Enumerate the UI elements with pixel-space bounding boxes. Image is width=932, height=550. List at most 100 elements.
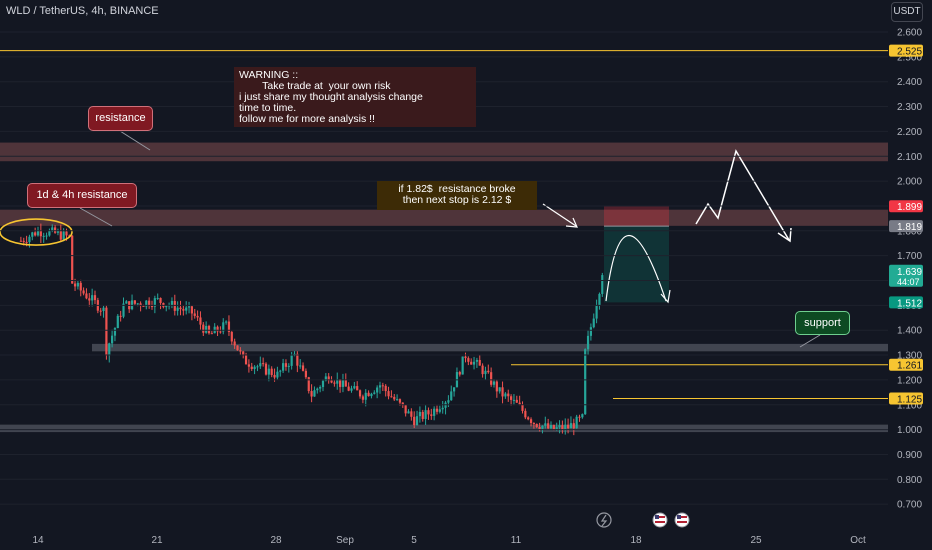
forecast-zigzag	[695, 149, 790, 241]
price-label-1-819	[889, 220, 923, 233]
time-tick-label: Oct	[850, 535, 866, 546]
candle	[413, 416, 416, 426]
candle	[472, 361, 476, 365]
candle	[393, 396, 396, 400]
candle	[601, 275, 604, 294]
price-tick-label: 2.000	[897, 177, 922, 188]
candle	[88, 298, 91, 301]
time-tick-label: 21	[151, 535, 163, 546]
candle	[484, 370, 487, 375]
candle	[68, 235, 71, 237]
candle	[387, 391, 390, 397]
candle	[324, 376, 327, 381]
candle	[555, 427, 558, 430]
candle	[56, 231, 60, 233]
candle	[284, 363, 288, 367]
candle	[535, 423, 538, 428]
candle	[450, 391, 453, 401]
candle	[407, 411, 410, 414]
candle	[336, 379, 339, 384]
candle	[170, 301, 174, 306]
price-label-1-639	[889, 264, 923, 287]
candle	[373, 392, 376, 394]
candle	[521, 404, 524, 411]
candle	[353, 386, 356, 389]
candle	[415, 416, 419, 426]
warning-note[interactable]: WARNING :: Take trade at your own risk i…	[234, 67, 476, 127]
candle	[179, 307, 182, 310]
price-tick-label: 0.900	[897, 450, 922, 461]
candle	[390, 396, 393, 398]
candle	[250, 366, 253, 370]
candle	[102, 307, 105, 312]
projection-arc	[605, 235, 667, 302]
candle	[467, 358, 470, 362]
candle	[532, 422, 535, 424]
candle	[501, 387, 504, 397]
candle	[105, 307, 108, 356]
candle	[558, 425, 561, 428]
candle	[145, 300, 148, 307]
candle	[42, 235, 45, 237]
candle	[438, 409, 441, 412]
zone-1d-4h-resistance	[0, 209, 888, 226]
candle	[595, 305, 598, 319]
projection-arrowhead	[660, 289, 671, 304]
breakout-note[interactable]: if 1.82$ resistance broke then next stop…	[377, 181, 537, 210]
symbol-title: WLD / TetherUS, 4h, BINANCE	[6, 5, 159, 17]
candle	[458, 372, 461, 375]
candle	[79, 282, 82, 291]
candle	[313, 390, 316, 397]
candle	[515, 399, 518, 403]
candle	[139, 303, 142, 306]
time-tick-label: Sep	[336, 535, 354, 546]
candle	[264, 363, 268, 375]
candle	[222, 322, 225, 332]
candle	[236, 345, 239, 351]
candle	[504, 393, 507, 397]
candle	[470, 361, 473, 365]
price-label-text: 1.899	[897, 202, 922, 213]
candle	[233, 341, 236, 346]
candle	[299, 365, 302, 367]
resistance-1d4h-callout[interactable]: 1d & 4h resistance	[27, 183, 137, 208]
support-callout[interactable]: support	[795, 311, 850, 335]
candle	[344, 379, 347, 387]
candle	[48, 230, 51, 236]
price-tick-label: 2.200	[897, 127, 922, 138]
price-label-1-899	[889, 200, 923, 213]
price-tick-label: 1.400	[897, 326, 922, 337]
flag-canton	[677, 515, 681, 519]
candle	[296, 353, 299, 366]
candle	[125, 301, 128, 304]
candle	[512, 399, 516, 401]
candle	[339, 379, 342, 387]
resistance-callout[interactable]: resistance	[88, 106, 153, 131]
candle	[358, 390, 362, 397]
candle	[91, 295, 94, 301]
candle	[581, 414, 584, 418]
flag-stripe	[677, 516, 687, 518]
time-axis: 14 21 28 Sep 5 11 18 25 Oct	[32, 535, 866, 546]
candle	[159, 297, 162, 303]
target-zone	[604, 226, 669, 303]
price-label-1-261	[889, 358, 923, 371]
candle	[564, 424, 567, 430]
candle	[572, 423, 575, 429]
candle	[367, 392, 370, 397]
candle	[259, 363, 262, 367]
long-position-tool	[604, 206, 669, 303]
price-tick-label: 2.500	[897, 52, 922, 63]
candle	[199, 317, 202, 325]
price-label-text: 2.525	[897, 47, 922, 58]
candle	[495, 381, 498, 392]
price-label-1-125	[889, 392, 923, 405]
candle	[410, 411, 413, 417]
currency-button[interactable]: USDT	[891, 2, 923, 22]
candle	[487, 370, 490, 373]
candle	[418, 411, 421, 417]
time-tick-label: 28	[270, 535, 282, 546]
candle	[529, 419, 533, 423]
candle	[190, 306, 193, 314]
zone-support	[0, 424, 888, 433]
